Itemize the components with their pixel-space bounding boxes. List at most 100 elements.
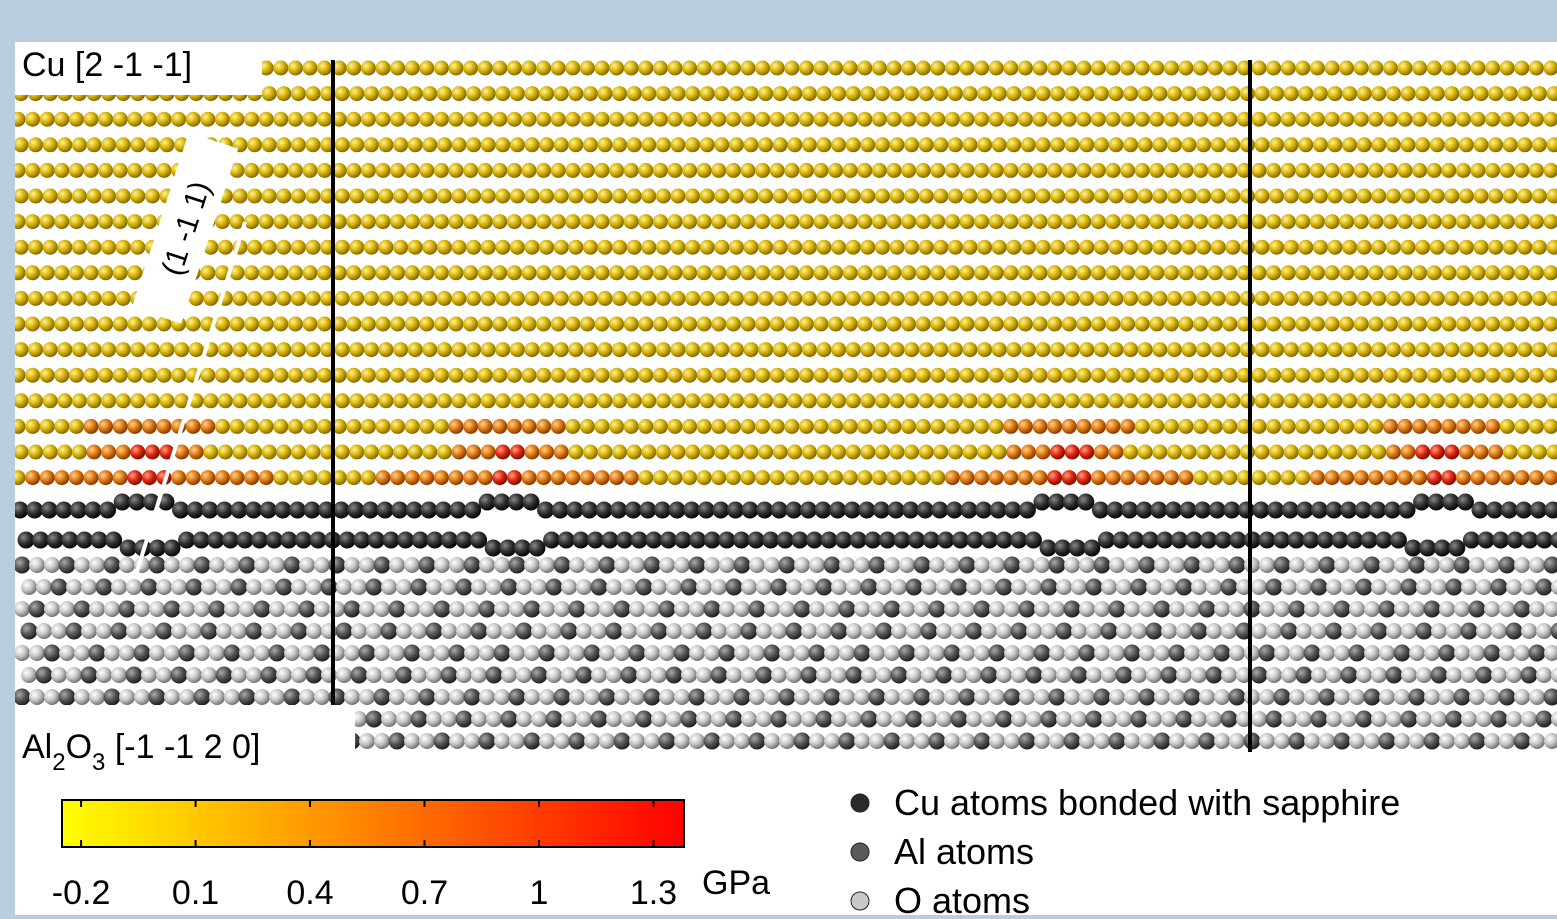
al-atom [839, 601, 856, 618]
cu-atom [510, 86, 525, 101]
o-atom [81, 623, 97, 639]
cu-atom [54, 368, 69, 383]
cu-atom [1398, 470, 1413, 485]
cu-atom [770, 163, 785, 178]
al-atom [1491, 711, 1508, 728]
interface-atom [245, 502, 262, 519]
o-atom [509, 601, 525, 617]
o-atom [1116, 711, 1132, 727]
cu-atom [1164, 317, 1179, 332]
o-atom [419, 601, 435, 617]
cu-atom [1018, 419, 1033, 434]
o-atom [1199, 557, 1215, 573]
cu-atom [963, 189, 978, 204]
cu-atom [773, 189, 788, 204]
interface-atom [669, 502, 686, 519]
cu-atom [1471, 317, 1486, 332]
cu-atom [130, 137, 145, 152]
al-atom [1499, 689, 1516, 706]
cu-atom [349, 393, 364, 408]
cu-atom [1386, 137, 1401, 152]
cu-atom [624, 214, 639, 229]
o-atom [149, 645, 165, 661]
cu-atom [1383, 368, 1398, 383]
al-atom [726, 711, 743, 728]
cu-atom [817, 86, 832, 101]
cu-atom [14, 189, 29, 204]
cu-atom [1062, 112, 1077, 127]
cu-atom [1006, 137, 1021, 152]
interface-atom [1019, 502, 1036, 519]
interface-atom [128, 494, 145, 511]
cu-atom [872, 61, 887, 76]
al-atom [539, 645, 556, 662]
cu-atom [1295, 214, 1310, 229]
cu-atom [54, 265, 69, 280]
cu-atom [1471, 112, 1486, 127]
o-atom [1034, 601, 1050, 617]
o-atom [1154, 557, 1170, 573]
cu-atom [1357, 240, 1372, 255]
cu-atom [846, 189, 861, 204]
cu-atom [627, 137, 642, 152]
cu-atom [551, 419, 566, 434]
cu-atom [1211, 393, 1226, 408]
cu-atom [1485, 61, 1500, 76]
al-atom [306, 667, 323, 684]
cu-atom [1430, 240, 1445, 255]
cu-atom [948, 86, 963, 101]
cu-atom [1500, 470, 1515, 485]
interface-atom [479, 494, 496, 511]
cu-atom [1152, 240, 1167, 255]
cu-atom [376, 368, 391, 383]
cu-atom [57, 240, 72, 255]
cu-atom [1149, 214, 1164, 229]
cu-atom [1427, 112, 1442, 127]
o-atom [29, 689, 45, 705]
cu-atom [1018, 214, 1033, 229]
cu-atom [130, 342, 145, 357]
cu-atom [1313, 291, 1328, 306]
cu-atom [481, 86, 496, 101]
cu-atom [1240, 137, 1255, 152]
cu-atom [215, 112, 230, 127]
cu-atom [741, 419, 756, 434]
al-atom [1326, 623, 1343, 640]
cu-atom [700, 445, 715, 460]
cu-atom [1401, 86, 1416, 101]
cu-atom [335, 86, 350, 101]
cu-atom [1401, 189, 1416, 204]
cu-atom [25, 470, 40, 485]
o-atom [1184, 645, 1200, 661]
cu-atom [28, 393, 43, 408]
cu-atom [69, 112, 84, 127]
cu-atom [1371, 86, 1386, 101]
cu-atom [317, 419, 332, 434]
cu-atom [57, 445, 72, 460]
cu-atom [1252, 317, 1267, 332]
cu-atom [1065, 342, 1080, 357]
o-atom [944, 689, 960, 705]
o-atom [291, 667, 307, 683]
interface-atom [1107, 502, 1124, 519]
interface-atom [1332, 532, 1349, 549]
cu-atom [1033, 112, 1048, 127]
o-atom [734, 645, 750, 661]
al-atom [951, 579, 968, 596]
cu-atom [218, 240, 233, 255]
cu-atom [376, 419, 391, 434]
cu-atom [408, 86, 423, 101]
interface-atom [762, 532, 779, 549]
o-atom [966, 579, 982, 595]
cu-atom [1398, 214, 1413, 229]
o-atom [1349, 733, 1365, 749]
o-atom [1394, 689, 1410, 705]
al-atom [569, 733, 586, 750]
o-atom [501, 667, 517, 683]
interface-atom [1180, 502, 1197, 519]
cu-atom [919, 137, 934, 152]
o-atom [1214, 601, 1230, 617]
interface-atom [1501, 502, 1518, 519]
cu-atom [1179, 317, 1194, 332]
interface-atom [1346, 532, 1363, 549]
